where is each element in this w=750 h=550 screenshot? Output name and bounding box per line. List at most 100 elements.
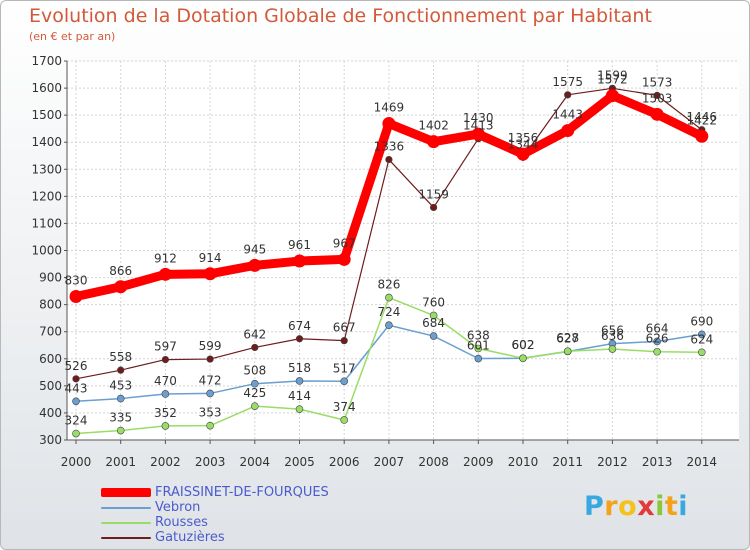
data-point [248, 258, 262, 272]
legend-item: Rousses [101, 515, 329, 530]
data-point [385, 155, 393, 164]
data-point [385, 293, 393, 302]
legend: FRAISSINET-DE-FOURQUES Vebron Rousses Gatuz… [101, 485, 329, 545]
x-tick-label: 2006 [329, 455, 360, 469]
x-tick-label: 2009 [463, 455, 494, 469]
y-tick-label: 600 [39, 352, 62, 366]
data-point [608, 345, 617, 353]
data-point [114, 280, 128, 294]
data-label: 597 [154, 340, 177, 354]
data-point [385, 321, 393, 330]
x-tick-label: 2008 [418, 455, 449, 469]
data-point [653, 91, 661, 99]
y-tick-label: 1700 [31, 54, 62, 68]
data-label: 656 [601, 324, 624, 338]
data-label: 414 [288, 389, 311, 403]
data-label: 374 [333, 400, 356, 414]
data-label: 425 [243, 386, 266, 400]
data-point [337, 252, 351, 266]
data-point [650, 107, 664, 121]
data-label: 353 [199, 406, 222, 420]
data-label: 1572 [597, 73, 628, 87]
x-tick-label: 2007 [374, 455, 405, 469]
y-tick-label: 800 [39, 298, 62, 312]
data-label: 526 [65, 359, 88, 373]
data-point [251, 343, 259, 352]
x-tick-label: 2010 [508, 455, 539, 469]
x-tick-label: 2014 [687, 455, 718, 469]
logo-letter: i [655, 491, 665, 522]
data-label: 912 [154, 251, 177, 265]
x-tick-label: 2003 [195, 455, 226, 469]
logo-letter: x [637, 491, 656, 522]
x-tick-label: 2000 [61, 455, 92, 469]
data-label: 1443 [552, 108, 583, 122]
data-point [72, 397, 80, 406]
data-label: 472 [199, 373, 222, 387]
data-point [161, 390, 170, 398]
data-label: 830 [65, 274, 88, 288]
data-point [653, 337, 661, 346]
data-label: 453 [109, 379, 132, 393]
y-tick-label: 400 [39, 406, 62, 420]
data-label: 558 [109, 350, 132, 364]
legend-swatch [101, 488, 151, 497]
data-point [519, 354, 527, 363]
logo-letter: i [678, 491, 689, 522]
logo-letter: o [618, 491, 638, 522]
y-tick-label: 1400 [31, 135, 62, 149]
data-label: 628 [556, 331, 579, 345]
data-label: 638 [467, 328, 490, 342]
data-label: 945 [243, 242, 266, 256]
data-point [206, 355, 214, 363]
data-label: 601 [467, 339, 490, 353]
data-point [295, 335, 304, 343]
data-point [430, 203, 438, 212]
data-label: 642 [243, 327, 266, 341]
y-tick-label: 500 [39, 379, 62, 393]
data-label: 443 [65, 381, 88, 395]
data-point [340, 377, 349, 386]
data-label: 1344 [508, 137, 539, 151]
y-tick-label: 1100 [31, 216, 62, 230]
data-label: 690 [690, 314, 713, 328]
data-point [116, 426, 125, 435]
data-point [695, 129, 709, 143]
data-label: 1430 [463, 111, 494, 125]
legend-label: FRAISSINET-DE-FOURQUES [155, 485, 329, 500]
data-label: 826 [377, 278, 400, 292]
data-label: 1599 [597, 68, 628, 82]
chart-title: Evolution de la Dotation Globale de Fonc… [29, 5, 652, 27]
data-label: 518 [288, 361, 311, 375]
data-label: 961 [288, 238, 311, 252]
x-tick-label: 2005 [284, 455, 315, 469]
data-label: 599 [199, 339, 222, 353]
legend-swatch [101, 521, 151, 524]
y-tick-label: 900 [39, 271, 62, 285]
data-label: 760 [422, 295, 445, 309]
data-label: 1336 [374, 140, 405, 154]
x-tick-label: 2012 [597, 455, 628, 469]
data-point [564, 91, 572, 99]
data-label: 1402 [418, 119, 449, 133]
data-point [429, 311, 438, 320]
data-point [158, 267, 172, 281]
data-label: 724 [377, 305, 400, 319]
data-label: 1469 [374, 101, 405, 115]
data-label: 1575 [552, 75, 583, 89]
x-tick-label: 2013 [642, 455, 673, 469]
data-label: 626 [646, 332, 669, 346]
data-point [474, 344, 483, 353]
data-label: 352 [154, 406, 177, 420]
data-label: 664 [646, 321, 669, 335]
data-label: 684 [422, 316, 445, 330]
data-label: 335 [109, 411, 132, 425]
data-label: 1356 [508, 131, 539, 145]
data-point [697, 348, 706, 357]
data-point [561, 124, 575, 138]
x-tick-label: 2001 [105, 455, 136, 469]
data-point [72, 429, 80, 438]
data-label: 1422 [687, 113, 718, 127]
legend-label: Vebron [155, 500, 201, 515]
